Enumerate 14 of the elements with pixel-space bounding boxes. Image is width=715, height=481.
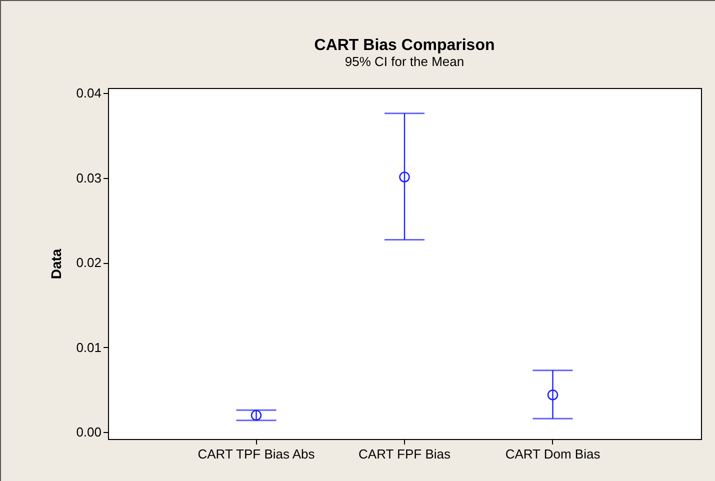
point: [399, 172, 410, 182]
chart-title: CART Bias Comparison: [314, 37, 495, 54]
y-tick-label: 0.01: [76, 340, 102, 355]
y-tick-label: 0.00: [76, 424, 102, 440]
y-tick-label: 0.03: [76, 170, 102, 186]
x-tick-label: CART TPF Bias Abs: [198, 446, 316, 462]
y-tick-label: 0.02: [76, 255, 102, 270]
chart-subtitle: 95% CI for the Mean: [344, 54, 464, 70]
point: [547, 390, 558, 400]
x-tick-label: CART FPF Bias: [358, 446, 451, 462]
y-tick-label: 0.04: [76, 86, 102, 101]
point: [250, 410, 262, 421]
y-axis-title: Data: [48, 248, 64, 280]
x-tick-label: CART Dom Bias: [505, 446, 601, 462]
